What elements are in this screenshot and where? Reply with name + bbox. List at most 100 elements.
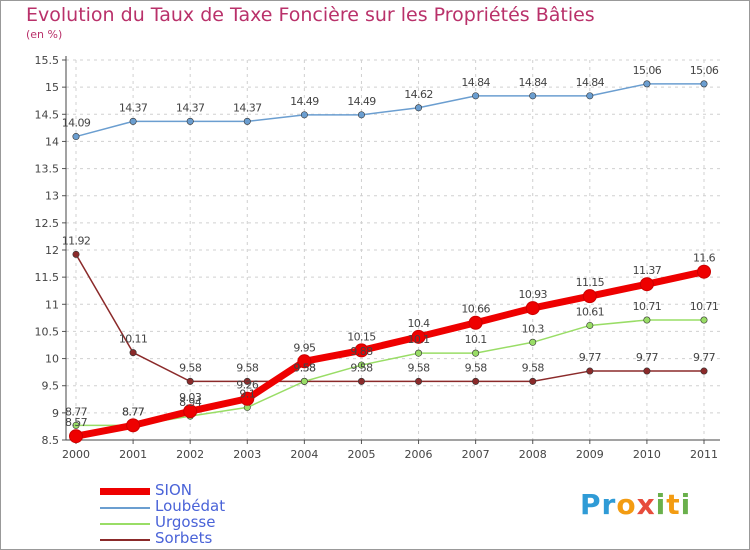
legend-label-sorbets: Sorbets (155, 529, 213, 547)
data-label-urgosse: 9.58 (293, 361, 316, 374)
x-tick-label: 2004 (290, 448, 318, 461)
data-label-loubédat: 14.37 (119, 101, 148, 114)
data-point-loubédat (472, 92, 480, 100)
legend-swatch-loubedat (100, 507, 150, 509)
data-label-sorbets: 9.77 (693, 351, 716, 364)
y-tick-label: 9.5 (42, 380, 60, 393)
y-tick-label: 13 (45, 190, 59, 203)
data-point-sion (697, 264, 711, 279)
x-tick-label: 2007 (462, 448, 490, 461)
data-point-loubédat (415, 104, 423, 112)
data-label-sion: 11.6 (693, 252, 716, 265)
data-label-sorbets: 9.58 (465, 361, 488, 374)
x-tick-label: 2006 (405, 448, 433, 461)
y-tick-label: 14 (45, 135, 59, 148)
data-point-sorbets (72, 250, 80, 258)
data-label-sorbets: 9.58 (350, 361, 373, 374)
data-point-urgosse (415, 349, 423, 357)
data-label-sorbets: 9.58 (236, 361, 259, 374)
chart-title: Evolution du Taux de Taxe Foncière sur l… (26, 4, 595, 26)
data-label-sion: 11.15 (576, 276, 605, 289)
data-point-sorbets (586, 367, 594, 375)
data-label-loubédat: 14.62 (404, 88, 433, 101)
x-tick-label: 2003 (233, 448, 261, 461)
data-label-loubédat: 14.84 (461, 76, 490, 89)
data-point-loubédat (300, 111, 308, 119)
x-tick-label: 2010 (633, 448, 661, 461)
data-point-loubédat (129, 117, 137, 125)
data-point-sorbets (643, 367, 651, 375)
data-label-sion: 10.15 (347, 330, 376, 343)
y-tick-label: 15 (45, 81, 59, 94)
data-label-urgosse: 8.77 (122, 405, 145, 418)
data-point-loubédat (643, 80, 651, 88)
y-tick-label: 10.5 (35, 325, 60, 338)
data-point-sion (183, 404, 198, 419)
data-point-sion (297, 354, 312, 369)
plot-area (66, 60, 720, 440)
data-label-sorbets: 9.58 (293, 361, 316, 374)
data-label-loubédat: 14.37 (233, 101, 262, 114)
y-tick-label: 15.5 (35, 54, 60, 67)
data-label-urgosse: 10.61 (576, 305, 605, 318)
data-point-sorbets (357, 377, 365, 385)
data-point-sion (582, 289, 597, 304)
x-tick-label: 2000 (62, 448, 90, 461)
data-label-loubédat: 14.84 (518, 76, 547, 89)
y-tick-label: 11 (45, 298, 59, 311)
data-point-loubédat (357, 111, 365, 119)
data-label-loubédat: 14.49 (347, 95, 376, 108)
data-label-sion: 9.26 (236, 379, 259, 392)
data-point-urgosse (700, 316, 708, 324)
data-label-sion: 10.66 (461, 303, 490, 316)
legend-label-loubedat: Loubédat (155, 497, 226, 515)
data-label-sion: 9.95 (293, 341, 316, 354)
data-label-sorbets: 11.92 (62, 234, 91, 247)
series-line-sorbets (75, 253, 704, 383)
data-point-sorbets (529, 377, 537, 385)
data-point-sion (525, 301, 540, 316)
data-point-loubédat (186, 117, 194, 125)
y-tick-label: 10 (45, 353, 59, 366)
data-point-urgosse (300, 377, 308, 385)
data-point-sorbets (700, 367, 708, 375)
y-tick-label: 12 (45, 244, 59, 257)
data-label-loubédat: 15.06 (633, 64, 662, 77)
data-label-sion: 8.77 (122, 405, 145, 418)
data-point-sion (240, 391, 255, 406)
data-label-urgosse: 10.71 (690, 300, 719, 313)
logo-letter: o (616, 488, 637, 521)
data-point-sorbets (415, 377, 423, 385)
proxiti-logo: Proxiti (580, 488, 691, 521)
logo-letter: r (601, 488, 617, 521)
data-label-loubédat: 14.84 (576, 76, 605, 89)
data-label-loubédat: 14.49 (290, 95, 319, 108)
data-label-sorbets: 9.77 (636, 351, 659, 364)
x-tick-label: 2002 (176, 448, 204, 461)
series-line-sion (75, 268, 705, 440)
data-label-loubédat: 14.09 (62, 117, 91, 130)
logo-letter: P (580, 488, 602, 521)
data-label-sorbets: 9.58 (407, 361, 430, 374)
data-label-urgosse: 8.77 (65, 405, 88, 418)
data-point-sorbets (472, 377, 480, 385)
data-point-urgosse (643, 316, 651, 324)
x-tick-label: 2009 (576, 448, 604, 461)
data-point-loubédat (243, 117, 251, 125)
x-tick-label: 2011 (690, 448, 718, 461)
data-label-urgosse: 10.3 (522, 322, 545, 335)
data-label-urgosse: 10.1 (407, 333, 429, 346)
legend-swatch-urgosse (100, 523, 150, 525)
logo-letter: x (636, 488, 656, 521)
y-tick-label: 9 (52, 407, 59, 420)
data-label-sorbets: 9.58 (179, 361, 202, 374)
y-tick-label: 14.5 (35, 108, 60, 121)
data-label-sorbets: 10.11 (119, 333, 148, 346)
data-label-urgosse: 9.88 (350, 345, 373, 358)
data-label-urgosse: 9.1 (239, 387, 255, 400)
chart-subtitle: (en %) (26, 28, 63, 41)
data-label-sion: 10.93 (518, 288, 547, 301)
legend-label-urgosse: Urgosse (155, 513, 216, 531)
x-tick-label: 2001 (119, 448, 147, 461)
